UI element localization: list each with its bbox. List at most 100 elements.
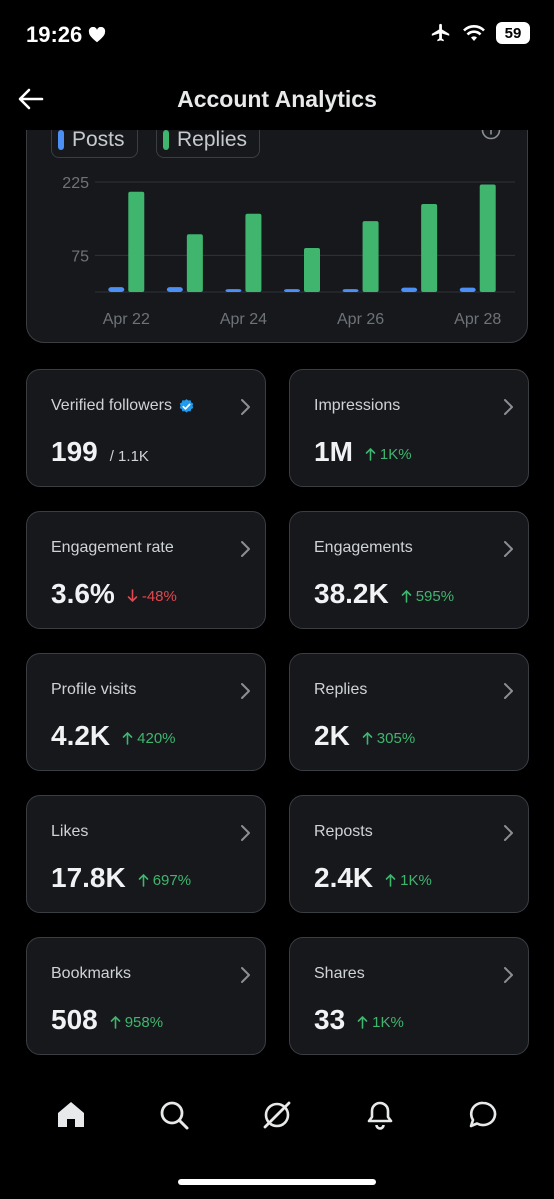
header-background: [0, 70, 554, 130]
stat-value: 4.2K: [51, 720, 111, 751]
stat-card-impressions[interactable]: Impressions 1M 1K%: [289, 369, 529, 487]
stat-label-text: Shares: [314, 965, 365, 982]
stat-card-reposts[interactable]: Reposts 2.4K 1K%: [289, 795, 529, 913]
replies-swatch: [163, 130, 169, 150]
stat-label-text: Reposts: [314, 823, 373, 840]
chevron-right-icon: [241, 399, 250, 415]
stat-change: -48%: [127, 588, 177, 605]
stat-label-text: Bookmarks: [51, 965, 132, 982]
stat-change: 1K%: [357, 1014, 404, 1031]
stat-label-text: Impressions: [314, 397, 401, 414]
stat-value: 17.8K: [51, 862, 126, 893]
stat-label: Reposts: [314, 823, 373, 841]
stat-change: 958%: [110, 1014, 163, 1031]
posts-bar: [401, 287, 418, 292]
stat-value-row: 38.2K 595%: [314, 578, 454, 610]
nav-messages[interactable]: [463, 1095, 503, 1135]
posts-swatch: [58, 130, 64, 150]
stat-value-row: 199 / 1.1K: [51, 436, 149, 468]
verified-badge-icon: [179, 398, 194, 413]
replies-bar: [245, 213, 262, 292]
bar-chart: 75 225 Apr 22 Apr 24 Apr 26 Apr 28: [62, 175, 515, 328]
arrow-up-icon: [365, 447, 376, 461]
arrow-up-icon: [138, 873, 149, 887]
stat-card-replies[interactable]: Replies 2K 305%: [289, 653, 529, 771]
stat-card-bookmarks[interactable]: Bookmarks 508 958%: [26, 937, 266, 1055]
stat-value: 2K: [314, 720, 350, 751]
stat-change: 697%: [138, 872, 191, 889]
stat-value-row: 1M 1K%: [314, 436, 412, 468]
posts-bar: [284, 289, 300, 292]
stat-change-text: 595%: [415, 587, 455, 605]
activity-chart-card: Posts Replies 75 225 Apr 22 Apr 24 Apr 26 Apr…: [26, 95, 528, 343]
home-indicator[interactable]: [178, 1179, 376, 1185]
back-button[interactable]: [14, 82, 48, 116]
stat-label: Verified followers: [51, 397, 195, 415]
arrow-up-icon: [122, 731, 133, 745]
legend-replies-label: Replies: [177, 128, 248, 151]
arrow-up-icon: [362, 731, 373, 745]
stat-card-shares[interactable]: Shares 33 1K%: [289, 937, 529, 1055]
stat-card-profile-visits[interactable]: Profile visits 4.2K 420%: [26, 653, 266, 771]
stat-label: Engagement rate: [51, 539, 174, 557]
stat-value-row: 3.6% -48%: [51, 578, 177, 610]
search-icon: [160, 1101, 189, 1130]
nav-notifications[interactable]: [360, 1095, 400, 1135]
stat-change-text: 420%: [137, 729, 176, 747]
posts-bar: [166, 287, 183, 292]
y-tick-label: 225: [62, 175, 89, 192]
stat-label: Bookmarks: [51, 965, 131, 983]
time-text: 19:26: [26, 22, 83, 47]
nav-search[interactable]: [154, 1095, 194, 1135]
chevron-right-icon: [504, 683, 513, 699]
replies-bar: [362, 221, 379, 292]
stat-change-text: 958%: [124, 1013, 164, 1031]
stat-label-text: Profile visits: [51, 681, 137, 698]
stat-value: 1M: [314, 436, 353, 467]
legend-posts-label: Posts: [72, 128, 125, 151]
chevron-right-icon: [241, 683, 250, 699]
stat-value: 199: [51, 436, 98, 467]
stat-label-text: Engagements: [314, 539, 413, 556]
stat-card-verified-followers[interactable]: Verified followers 199 / 1.1K: [26, 369, 266, 487]
posts-bar: [342, 289, 359, 292]
chevron-right-icon: [504, 399, 513, 415]
page-title: Account Analytics: [177, 85, 377, 112]
stat-change-text: 1K%: [379, 445, 412, 463]
stat-value: 38.2K: [314, 578, 389, 609]
stat-change-text: 1K%: [400, 871, 432, 889]
stat-value-row: 508 958%: [51, 1004, 163, 1036]
stat-card-likes[interactable]: Likes 17.8K 697%: [26, 795, 266, 913]
replies-bar: [304, 248, 320, 292]
stat-label-text: Verified followers: [51, 397, 172, 414]
replies-bar: [128, 191, 145, 292]
arrow-down-icon: [127, 589, 138, 603]
stat-value-row: 4.2K 420%: [51, 720, 176, 752]
stat-change-text: 1K%: [372, 1013, 404, 1031]
stat-label: Likes: [51, 823, 88, 841]
nav-home[interactable]: [51, 1095, 91, 1135]
status-time: 19:26: [26, 22, 106, 48]
x-tick-label: Apr 22: [103, 311, 150, 328]
y-tick-label: 75: [71, 248, 89, 265]
battery-indicator: 59: [496, 22, 530, 44]
stat-value: 3.6%: [51, 578, 115, 609]
stat-label: Engagements: [314, 539, 413, 557]
stat-label: Profile visits: [51, 681, 136, 699]
stat-change-text: -48%: [141, 587, 177, 605]
stat-value-row: 2K 305%: [314, 720, 415, 752]
status-bar: 19:26 59: [0, 0, 554, 70]
posts-bar: [459, 287, 476, 292]
stat-card-engagements[interactable]: Engagements 38.2K 595%: [289, 511, 529, 629]
bell-icon: [367, 1101, 393, 1130]
stat-value-row: 17.8K 697%: [51, 862, 191, 894]
stat-card-engagement-rate[interactable]: Engagement rate 3.6% -48%: [26, 511, 266, 629]
stat-change-text: 305%: [376, 729, 416, 747]
nav-grok[interactable]: [257, 1095, 297, 1135]
top-header: Account Analytics: [0, 70, 554, 128]
arrow-up-icon: [357, 1015, 368, 1029]
back-arrow-icon: [18, 88, 44, 110]
stat-change: 1K%: [385, 872, 432, 889]
stat-change: 420%: [122, 729, 176, 747]
grok-icon: [263, 1101, 291, 1129]
